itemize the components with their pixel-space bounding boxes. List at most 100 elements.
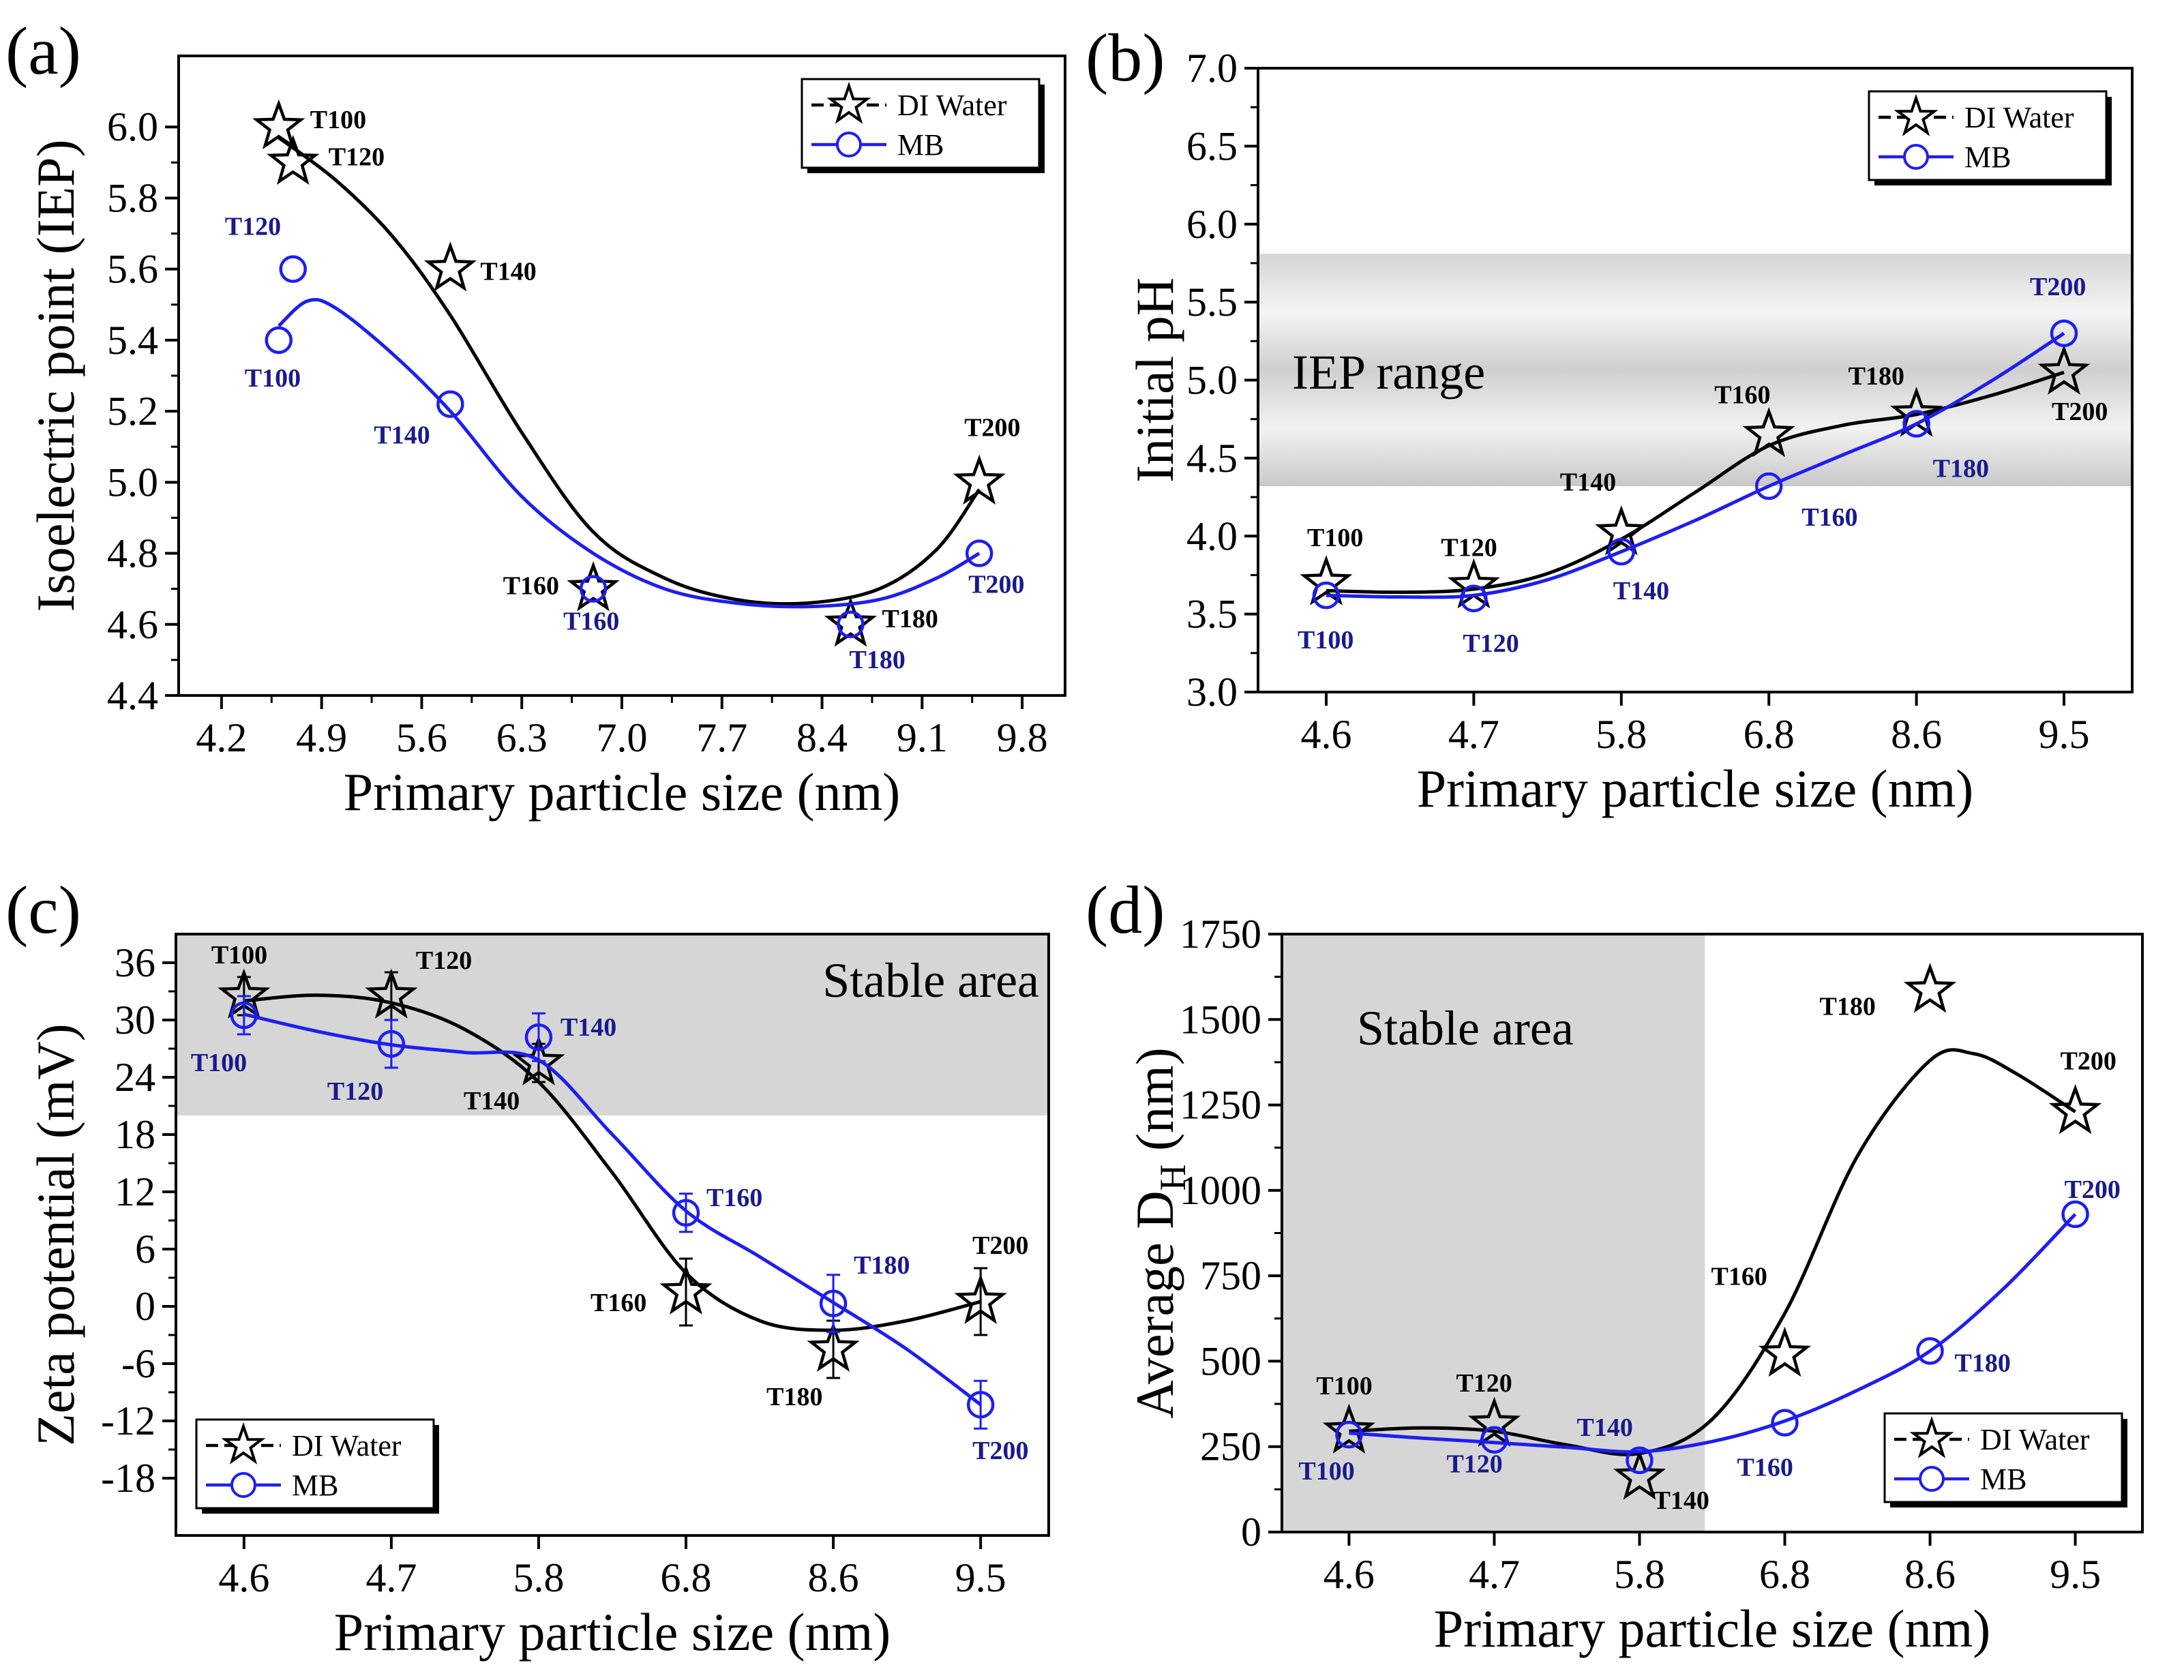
series-line-di (1349, 1048, 2076, 1456)
circle-icon (1919, 1466, 1945, 1492)
y-tick-label: 18 (115, 1112, 155, 1157)
legend-label-mb: MB (292, 1469, 338, 1502)
data-label-mb-t180: T180 (1933, 455, 1989, 483)
y-tick-label: 3.0 (1186, 670, 1238, 715)
stable-area-band (176, 934, 1049, 1115)
series-line-di (278, 136, 981, 606)
data-label-mb-t120: T120 (1463, 629, 1519, 658)
y-tick-label: 4.0 (1186, 513, 1238, 558)
data-point-star-t120 (365, 968, 418, 1019)
data-label-di-t100: T100 (211, 941, 267, 970)
data-label-di-t120: T120 (416, 946, 472, 975)
panel-c: Stable area -18 -12 -6 0 6 12 18 24 30 36 4.6 4.7 5.8… (5, 872, 1050, 1662)
y-tick-label: 24 (115, 1055, 155, 1100)
y-tick-label: 1000 (1180, 1168, 1261, 1213)
panel-a: 4.4 4.6 4.8 5.0 5.2 5.4 5.6 5.8 6.0 4.2 4.9 5.6 6.3 7… (5, 13, 1066, 822)
x-tick-label: 4.6 (1323, 1552, 1375, 1597)
x-axis-title: Primary particle size (nm) (1434, 1599, 1991, 1658)
data-label-mb-t160: T160 (1801, 503, 1857, 532)
y-tick-label: 500 (1200, 1338, 1261, 1383)
y-tick-label: 0 (135, 1284, 155, 1329)
data-point-star-t200 (954, 1274, 1007, 1324)
y-tick-label: 4.4 (107, 673, 158, 718)
data-point-circle-t120 (279, 255, 307, 283)
data-point-circle-t200 (2050, 319, 2078, 348)
data-point-circle-t180 (837, 610, 865, 639)
x-tick-label: 4.9 (296, 715, 347, 760)
data-label-mb-t180: T180 (849, 646, 905, 674)
y-axis-title: Zeta potential (mV) (26, 1023, 85, 1445)
data-label-di-t200: T200 (2061, 1047, 2116, 1076)
y-tick-label: 6.0 (107, 104, 158, 149)
data-point-star-t200 (953, 454, 1006, 505)
series-line-mb (1326, 331, 2065, 599)
y-tick-label: -12 (101, 1398, 155, 1443)
data-label-mb-t140: T140 (560, 1013, 616, 1042)
x-axis-title: Primary particle size (nm) (344, 762, 901, 822)
data-label-mb-t180: T180 (1955, 1349, 2011, 1377)
legend-label-di-water: DI Water (292, 1429, 402, 1462)
data-point-star-t180 (1903, 963, 1957, 1013)
data-label-di-t180: T180 (882, 605, 938, 633)
y-tick-label: 0 (1241, 1510, 1261, 1555)
data-label-mb-t200: T200 (972, 1437, 1028, 1465)
data-point-star-t100 (1300, 555, 1353, 605)
data-point-circle-t180 (1916, 1337, 1944, 1365)
stable-area-label: Stable area (1357, 1001, 1574, 1055)
x-tick-label: 7.0 (597, 715, 648, 760)
data-label-di-t120: T120 (1456, 1369, 1512, 1398)
data-point-circle-t140 (436, 390, 464, 418)
star-icon (221, 1422, 266, 1465)
data-label-di-t140: T140 (1560, 468, 1616, 497)
data-label-di-t120: T120 (329, 142, 385, 171)
y-tick-label: 3.5 (1186, 592, 1238, 637)
x-tick-label: 9.8 (997, 715, 1048, 760)
x-tick-label: 9.5 (955, 1555, 1006, 1600)
x-tick-label: 4.6 (1300, 712, 1351, 757)
data-point-circle-t160 (672, 1199, 700, 1227)
y-tick-label: 1250 (1180, 1083, 1261, 1128)
y-tick-label: -18 (101, 1456, 155, 1501)
data-label-mb-t140: T140 (1613, 577, 1669, 605)
x-tick-label: 8.6 (808, 1555, 859, 1600)
panel-b: IEP range 3.0 3.5 4.0 4.5 5.0 5.5 6.0 6.5 7.0 4.6 4… (1086, 20, 2134, 818)
panel-d: Stable area 0 250 500 750 1000 1250 1500 1750 4.6… (1086, 872, 2144, 1658)
x-tick-label: 5.6 (396, 715, 447, 760)
star-icon (1894, 93, 1939, 136)
y-tick-label: -6 (121, 1341, 155, 1386)
legend-label-mb: MB (897, 128, 944, 162)
iep-range-label: IEP range (1292, 345, 1485, 400)
y-tick-label: 5.2 (107, 389, 158, 434)
y-axis-title: Average DH (nm) (1125, 1047, 1193, 1418)
y-axis-title-subscript: H (1152, 1164, 1193, 1190)
x-tick-label: 4.6 (218, 1555, 269, 1600)
panel-letter: (a) (5, 13, 81, 89)
y-tick-label: 30 (115, 997, 155, 1042)
y-tick-label: 5.0 (1186, 358, 1238, 403)
data-point-star-t120 (1467, 1396, 1521, 1447)
x-axis-title: Primary particle size (nm) (1417, 759, 1974, 818)
legend-label-di-water: DI Water (1980, 1423, 2090, 1456)
y-tick-label: 5.6 (107, 247, 158, 292)
x-tick-label: 4.7 (1469, 1552, 1520, 1597)
data-point-star-t120 (267, 134, 320, 185)
data-point-circle-t160 (1771, 1409, 1799, 1437)
data-label-mb-t200: T200 (2065, 1175, 2121, 1204)
legend-label-di-water: DI Water (897, 89, 1007, 122)
panel-letter: (c) (5, 872, 81, 948)
y-axis-title: Initial pH (1125, 278, 1184, 483)
data-label-mb-t200: T200 (968, 571, 1024, 599)
y-tick-label: 1750 (1180, 912, 1261, 957)
circle-icon (836, 132, 862, 158)
series-line-mb (278, 298, 981, 609)
data-label-mb-t200: T200 (2030, 273, 2086, 301)
x-tick-label: 9.1 (897, 715, 948, 760)
data-label-mb-t120: T120 (1446, 1450, 1502, 1479)
data-point-star-t200 (2037, 344, 2091, 395)
data-label-di-t200: T200 (2052, 397, 2108, 426)
x-tick-label: 8.4 (796, 715, 848, 760)
x-tick-label: 6.8 (661, 1555, 712, 1600)
data-point-star-t160 (1758, 1326, 1812, 1377)
x-tick-label: 4.7 (365, 1555, 417, 1600)
